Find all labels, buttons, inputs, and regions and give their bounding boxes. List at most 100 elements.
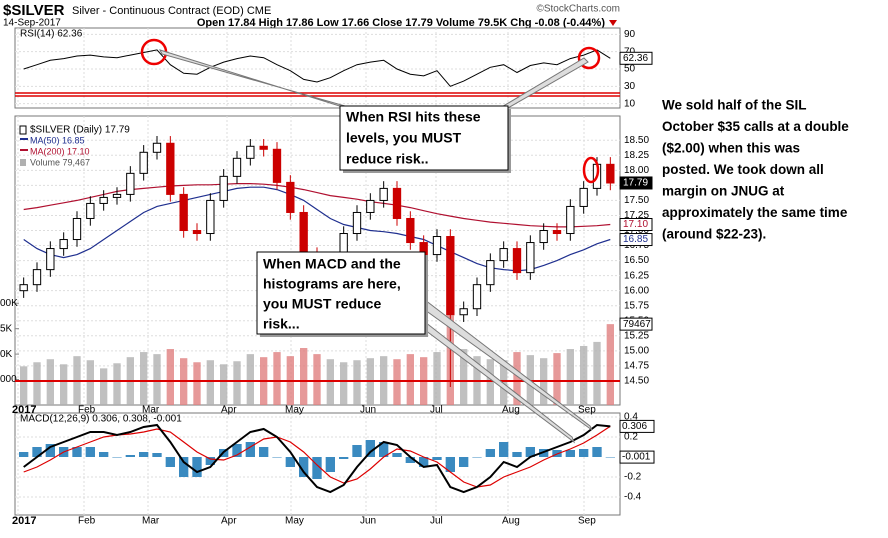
candle-body [59, 239, 68, 250]
legend-entry: Volume 79,467 [30, 157, 90, 167]
histogram-bar [592, 447, 602, 457]
histogram-bar [179, 457, 189, 477]
note-box [339, 105, 509, 171]
histogram-bar [125, 455, 135, 457]
candle-body [299, 211, 308, 256]
last-value-label: 17.79 [623, 178, 648, 189]
x-tick-label: Mar [142, 516, 160, 527]
symbol: $SILVER [3, 2, 65, 19]
legend-swatch [20, 159, 26, 166]
histogram-bar [139, 452, 149, 457]
volume-bar [353, 360, 361, 405]
volume-bar [33, 362, 41, 405]
last-value-label: 0.306 [622, 421, 647, 432]
volume-bar [460, 349, 468, 405]
volume-bar [20, 366, 28, 405]
side-note-line: margin on JNUG at [662, 184, 785, 199]
x-tick-label: Sep [578, 516, 596, 527]
x-tick-label: Mar [142, 405, 160, 416]
candle-body [206, 199, 215, 235]
candle-body [272, 148, 282, 183]
candle-body [539, 230, 548, 244]
volume-bar [500, 360, 508, 405]
moving-average [23, 186, 611, 272]
x-tick-label: Jun [360, 516, 376, 527]
candle-body [32, 269, 42, 286]
y-tick-label: 50 [624, 64, 636, 75]
note-box [256, 251, 426, 335]
annotation-lines [15, 38, 620, 444]
histogram-bar [419, 457, 429, 467]
histogram-bar [339, 457, 349, 459]
histogram-bar [365, 440, 375, 457]
y-tick-label: -0.4 [624, 492, 642, 503]
histogram-bar [85, 447, 95, 457]
last-value-box [619, 51, 653, 65]
volume-bar [553, 353, 561, 405]
side-note: We sold half of the SIL October $35 calls… [662, 98, 849, 242]
histogram-bar [259, 447, 269, 457]
histogram-bar [192, 457, 202, 477]
candle-body [366, 199, 375, 213]
histogram-bar [565, 450, 575, 457]
side-note-line: We sold half of the SIL [662, 98, 807, 113]
candle-body [46, 248, 55, 271]
note-line: levels, you MUST [346, 130, 462, 146]
macd-line [23, 423, 611, 494]
legend-entry: MA(200) 17.10 [30, 146, 90, 156]
x-tick-label: 2017 [12, 515, 36, 527]
side-note-line: (around $22-23). [662, 227, 766, 242]
red-circle [577, 46, 601, 70]
candle-body [486, 260, 495, 286]
histogram-bar [285, 457, 295, 467]
x-tick-label: Jul [430, 516, 443, 527]
histogram-bar [525, 447, 535, 457]
rsi-line [23, 49, 611, 87]
volume-bar [433, 352, 441, 405]
down-arrow [609, 20, 617, 26]
histogram-bar [405, 457, 415, 463]
note-line: risk... [263, 316, 300, 332]
side-note-line: ($2.00) when this was [662, 141, 800, 156]
legend-swatch [20, 149, 28, 151]
rsi-note: When RSI hits these levels, you MUST red… [339, 105, 511, 173]
candle-body [392, 187, 402, 219]
x-tick-label: Feb [78, 516, 96, 527]
volume-bar [593, 341, 601, 405]
y-tick-label: 0.2 [624, 432, 638, 443]
candle-body [99, 196, 108, 204]
histogram-bar [352, 445, 362, 457]
x-tick-label: Apr [221, 405, 237, 416]
histogram-bar [19, 452, 29, 457]
candle-body [179, 193, 188, 232]
x-tick-label: Aug [502, 516, 520, 527]
candle-body [459, 308, 468, 316]
note-line: When RSI hits these [346, 109, 481, 125]
last-value-label: 17.10 [623, 219, 648, 230]
candle-body [472, 284, 482, 310]
volume-bar [206, 360, 214, 405]
volume-bar [406, 354, 414, 405]
histogram-bar [312, 457, 322, 479]
volume-bar [393, 359, 401, 405]
x-tick-label: Jul [430, 405, 443, 416]
volume-bar [300, 348, 308, 405]
histogram-bar [152, 453, 162, 457]
candle-body [139, 151, 148, 174]
candle-body [166, 142, 175, 195]
candle-body [432, 236, 442, 256]
histogram-bar [272, 457, 282, 458]
candle-body [152, 142, 162, 153]
description: Silver - Continuous Contract (EOD) CME [72, 5, 271, 17]
moving-average [23, 183, 611, 228]
y-tick-label: -0.2 [624, 472, 642, 483]
volume-tick-label: 00K [0, 298, 18, 309]
last-value-box [619, 419, 655, 433]
y-tick-label: 16.50 [624, 255, 649, 266]
last-value-box [619, 176, 653, 190]
macd-note: When MACD and the histograms are here, y… [256, 251, 428, 337]
histogram-bar [32, 447, 42, 457]
candle-body [566, 205, 575, 235]
